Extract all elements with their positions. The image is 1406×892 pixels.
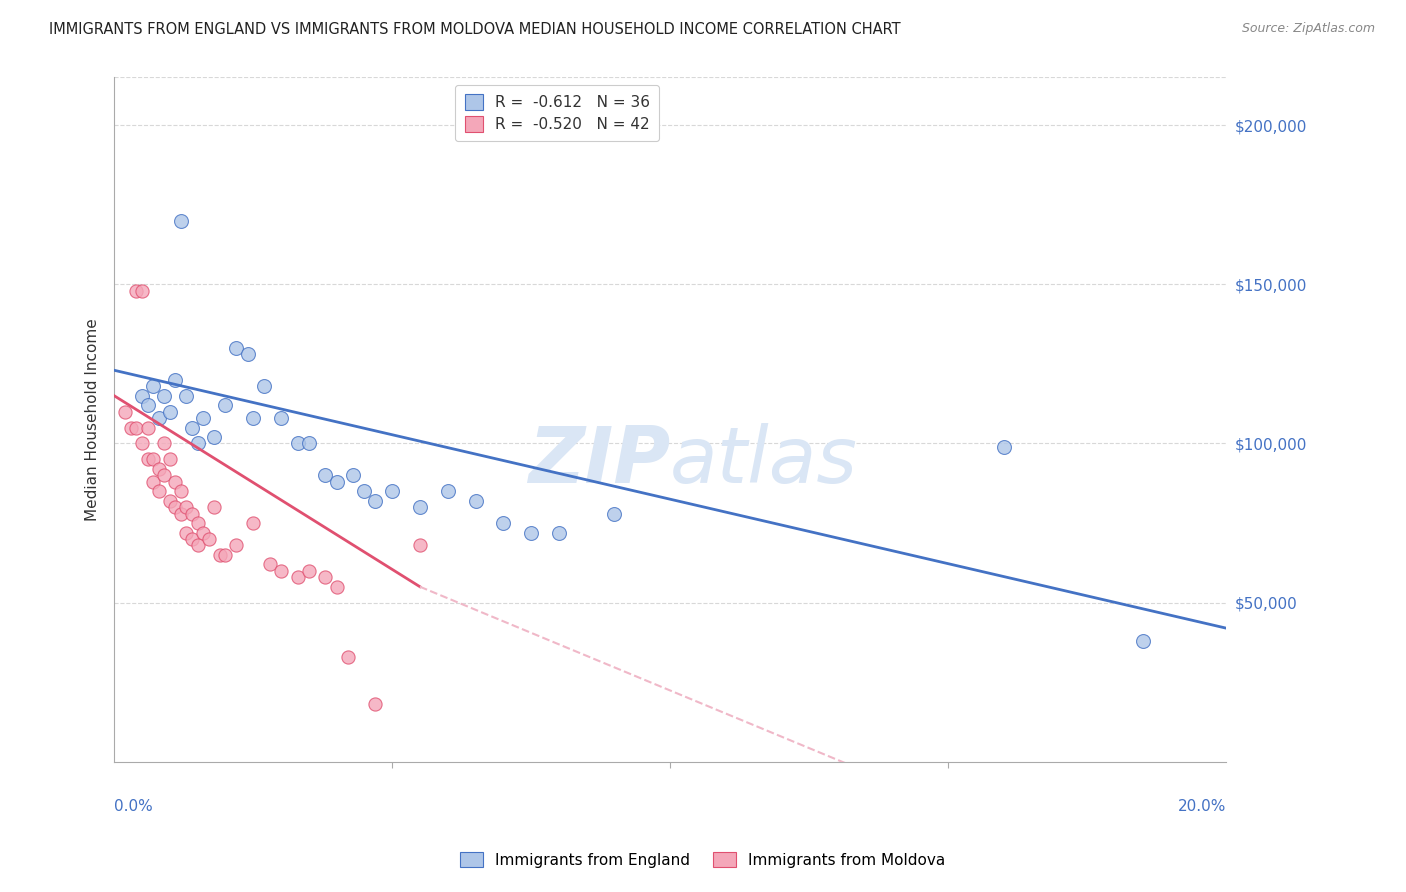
- Point: [993, 440, 1015, 454]
- Point: [142, 379, 165, 393]
- Point: [191, 411, 214, 425]
- Point: [136, 452, 159, 467]
- Point: [187, 516, 209, 530]
- Point: [409, 538, 432, 552]
- Point: [336, 649, 359, 664]
- Point: [242, 411, 264, 425]
- Point: [170, 484, 193, 499]
- Point: [165, 373, 187, 387]
- Point: [202, 430, 225, 444]
- Point: [214, 548, 236, 562]
- Point: [464, 493, 486, 508]
- Point: [187, 538, 209, 552]
- Point: [520, 525, 543, 540]
- Text: ZIP: ZIP: [527, 423, 671, 499]
- Text: 20.0%: 20.0%: [1178, 799, 1226, 814]
- Point: [287, 436, 309, 450]
- Point: [225, 538, 247, 552]
- Point: [342, 468, 364, 483]
- Point: [270, 411, 292, 425]
- Point: [208, 548, 231, 562]
- Point: [142, 452, 165, 467]
- Point: [259, 558, 281, 572]
- Point: [298, 436, 321, 450]
- Point: [436, 484, 458, 499]
- Point: [114, 404, 136, 418]
- Point: [131, 389, 153, 403]
- Text: 0.0%: 0.0%: [114, 799, 153, 814]
- Point: [492, 516, 515, 530]
- Text: Source: ZipAtlas.com: Source: ZipAtlas.com: [1241, 22, 1375, 36]
- Point: [148, 462, 170, 476]
- Legend: R =  -0.612   N = 36, R =  -0.520   N = 42: R = -0.612 N = 36, R = -0.520 N = 42: [456, 85, 659, 142]
- Point: [1132, 633, 1154, 648]
- Point: [165, 500, 187, 515]
- Point: [159, 404, 181, 418]
- Point: [148, 484, 170, 499]
- Point: [148, 411, 170, 425]
- Point: [409, 500, 432, 515]
- Point: [381, 484, 404, 499]
- Point: [187, 436, 209, 450]
- Text: atlas: atlas: [671, 423, 858, 499]
- Point: [314, 570, 336, 584]
- Point: [136, 398, 159, 412]
- Point: [287, 570, 309, 584]
- Point: [181, 532, 204, 546]
- Point: [214, 398, 236, 412]
- Point: [131, 436, 153, 450]
- Point: [202, 500, 225, 515]
- Point: [170, 213, 193, 227]
- Point: [236, 347, 259, 361]
- Point: [364, 493, 387, 508]
- Point: [314, 468, 336, 483]
- Point: [120, 420, 142, 434]
- Point: [142, 475, 165, 489]
- Point: [197, 532, 219, 546]
- Point: [176, 525, 198, 540]
- Point: [181, 507, 204, 521]
- Point: [153, 389, 176, 403]
- Y-axis label: Median Household Income: Median Household Income: [86, 318, 100, 521]
- Point: [125, 284, 148, 298]
- Point: [159, 452, 181, 467]
- Point: [353, 484, 375, 499]
- Point: [325, 580, 347, 594]
- Point: [364, 698, 387, 712]
- Point: [125, 420, 148, 434]
- Point: [176, 500, 198, 515]
- Point: [131, 284, 153, 298]
- Point: [253, 379, 276, 393]
- Point: [165, 475, 187, 489]
- Point: [176, 389, 198, 403]
- Point: [242, 516, 264, 530]
- Point: [225, 341, 247, 355]
- Text: IMMIGRANTS FROM ENGLAND VS IMMIGRANTS FROM MOLDOVA MEDIAN HOUSEHOLD INCOME CORRE: IMMIGRANTS FROM ENGLAND VS IMMIGRANTS FR…: [49, 22, 901, 37]
- Point: [159, 493, 181, 508]
- Point: [153, 436, 176, 450]
- Point: [603, 507, 626, 521]
- Point: [298, 564, 321, 578]
- Point: [191, 525, 214, 540]
- Point: [136, 420, 159, 434]
- Point: [548, 525, 571, 540]
- Point: [170, 507, 193, 521]
- Point: [153, 468, 176, 483]
- Point: [325, 475, 347, 489]
- Point: [181, 420, 204, 434]
- Legend: Immigrants from England, Immigrants from Moldova: Immigrants from England, Immigrants from…: [454, 846, 952, 873]
- Point: [270, 564, 292, 578]
